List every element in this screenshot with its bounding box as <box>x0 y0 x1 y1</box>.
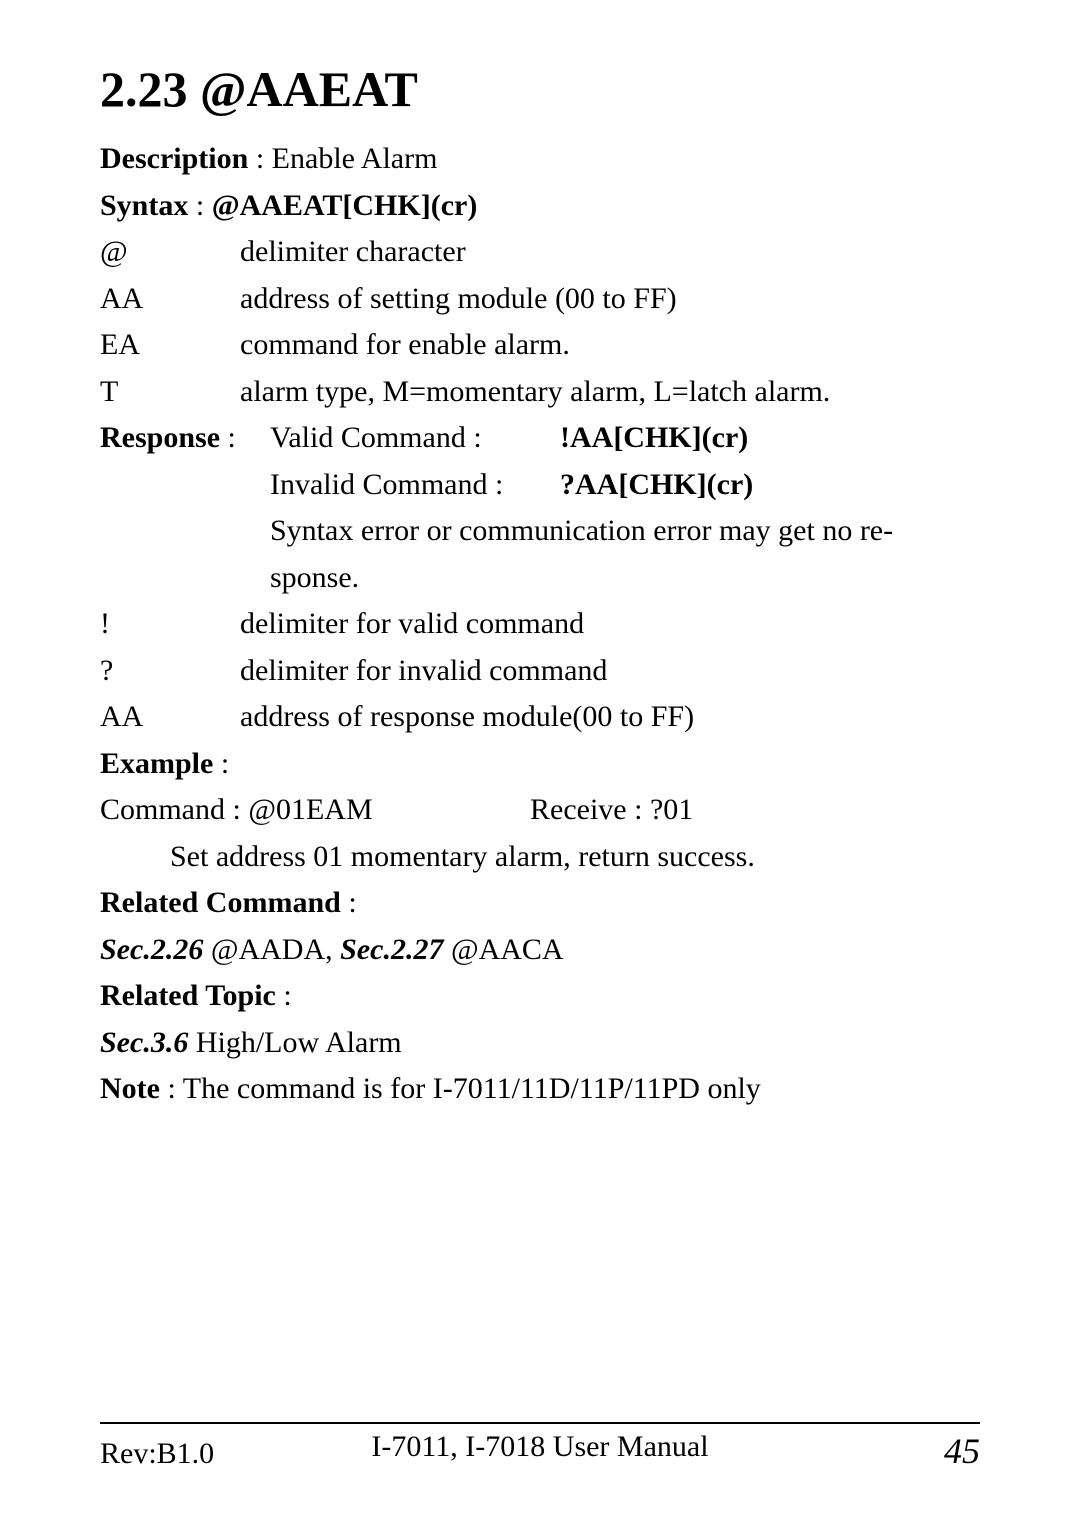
note-label: Note <box>100 1072 160 1105</box>
related-topic-line: Sec.3.6 High/Low Alarm <box>100 1020 980 1067</box>
note-line: Note : The command is for I-7011/11D/11P… <box>100 1066 980 1113</box>
footer-manual-title: I-7011, I-7018 User Manual <box>371 1430 708 1464</box>
related-topic-heading: Related Topic : <box>100 973 980 1020</box>
response-valid-label: Valid Command : <box>270 415 560 462</box>
response-detail-row: AA address of response module(00 to FF) <box>100 694 980 741</box>
response-row-invalid: Invalid Command : ?AA[CHK](cr) <box>100 462 980 509</box>
note-sep: : <box>160 1072 183 1105</box>
syntax-line: Syntax : @AAEAT[CHK](cr) <box>100 183 980 230</box>
note-text: The command is for I-7011/11D/11P/11PD o… <box>183 1072 761 1105</box>
response-detail-row: ! delimiter for valid command <box>100 601 980 648</box>
response-sep: : <box>220 421 236 454</box>
response-valid-value: !AA[CHK](cr) <box>560 415 980 462</box>
syntax-text: @AAEAT[CHK](cr) <box>212 189 478 222</box>
response-detail-key: ? <box>100 648 240 695</box>
description-text: Enable Alarm <box>272 142 438 175</box>
footer-row: Rev:B1.0 I-7011, I-7018 User Manual 45 <box>100 1430 980 1472</box>
related-command-txt-2: @AACA <box>443 933 563 966</box>
related-topic-sep: : <box>276 979 292 1012</box>
response-detail-key: AA <box>100 694 240 741</box>
example-heading: Example : <box>100 741 980 788</box>
param-val: delimiter character <box>240 229 980 276</box>
section-heading: 2.23 @AAEAT <box>100 60 980 118</box>
param-val: command for enable alarm. <box>240 322 980 369</box>
related-topic-txt: High/Low Alarm <box>188 1026 401 1059</box>
footer-rule <box>100 1422 980 1424</box>
param-val: address of setting module (00 to FF) <box>240 276 980 323</box>
response-invalid-label: Invalid Command : <box>270 462 560 509</box>
description-label: Description <box>100 142 248 175</box>
response-detail-row: ? delimiter for invalid command <box>100 648 980 695</box>
example-note: Set address 01 momentary alarm, return s… <box>100 834 980 881</box>
param-val: alarm type, M=momentary alarm, L=latch a… <box>240 369 980 416</box>
param-row: EA command for enable alarm. <box>100 322 980 369</box>
response-blank <box>100 462 270 509</box>
related-command-label: Related Command <box>100 886 341 919</box>
response-label-cell: Response : <box>100 415 270 462</box>
param-key: EA <box>100 322 240 369</box>
response-row-valid: Response : Valid Command : !AA[CHK](cr) <box>100 415 980 462</box>
description-sep: : <box>248 142 271 175</box>
response-detail-val: delimiter for invalid command <box>240 648 980 695</box>
example-receive: Receive : ?01 <box>530 787 980 834</box>
related-topic-label: Related Topic <box>100 979 276 1012</box>
param-row: @ delimiter character <box>100 229 980 276</box>
example-row: Command : @01EAM Receive : ?01 <box>100 787 980 834</box>
syntax-label: Syntax <box>100 189 188 222</box>
response-note-1: Syntax error or communication error may … <box>100 508 980 555</box>
related-command-sep: : <box>341 886 357 919</box>
param-key: @ <box>100 229 240 276</box>
syntax-sep: : <box>188 189 211 222</box>
related-command-heading: Related Command : <box>100 880 980 927</box>
response-label: Response <box>100 421 220 454</box>
related-command-line: Sec.2.26 @AADA, Sec.2.27 @AACA <box>100 927 980 974</box>
footer-revision: Rev:B1.0 <box>100 1437 214 1471</box>
param-key: AA <box>100 276 240 323</box>
page-footer: Rev:B1.0 I-7011, I-7018 User Manual 45 <box>100 1422 980 1472</box>
related-command-ref-1: Sec.2.26 <box>100 933 203 966</box>
example-sep: : <box>213 747 229 780</box>
param-key: T <box>100 369 240 416</box>
response-detail-val: delimiter for valid command <box>240 601 980 648</box>
related-topic-ref: Sec.3.6 <box>100 1026 188 1059</box>
related-command-txt-1: @AADA, <box>203 933 340 966</box>
related-command-ref-2: Sec.2.27 <box>340 933 443 966</box>
response-detail-key: ! <box>100 601 240 648</box>
param-row: T alarm type, M=momentary alarm, L=latch… <box>100 369 980 416</box>
example-label: Example <box>100 747 213 780</box>
response-invalid-value: ?AA[CHK](cr) <box>560 462 980 509</box>
response-detail-val: address of response module(00 to FF) <box>240 694 980 741</box>
param-row: AA address of setting module (00 to FF) <box>100 276 980 323</box>
description-line: Description : Enable Alarm <box>100 136 980 183</box>
example-command: Command : @01EAM <box>100 787 530 834</box>
response-note-2: sponse. <box>100 555 980 602</box>
footer-page-number: 45 <box>944 1430 980 1472</box>
